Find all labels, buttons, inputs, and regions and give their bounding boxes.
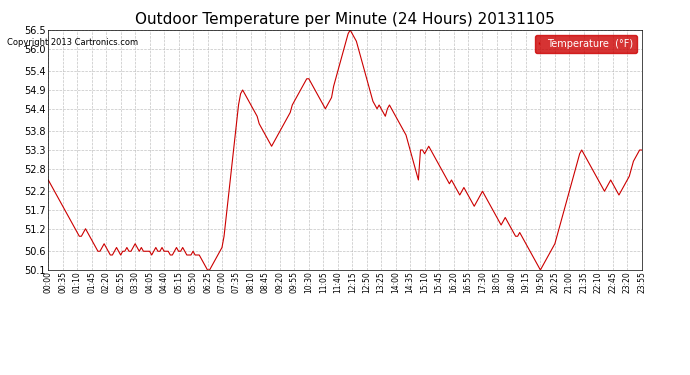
Legend: Temperature  (°F): Temperature (°F) — [535, 35, 637, 52]
Text: Copyright 2013 Cartronics.com: Copyright 2013 Cartronics.com — [7, 38, 138, 47]
Title: Outdoor Temperature per Minute (24 Hours) 20131105: Outdoor Temperature per Minute (24 Hours… — [135, 12, 555, 27]
